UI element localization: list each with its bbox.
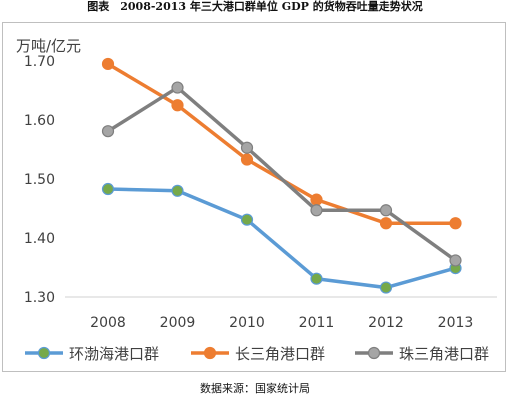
legend: 环渤海港口群 长三角港口群 珠三角港口群	[25, 345, 489, 363]
data-point	[171, 184, 184, 197]
x-tick-label: 2010	[229, 315, 265, 331]
x-axis-ticks: 2008 2009 2010 2011 2012 2013	[90, 315, 473, 331]
x-tick-label: 2011	[299, 315, 335, 331]
x-tick-label: 2012	[368, 315, 404, 331]
legend-marker	[37, 346, 51, 360]
data-point	[101, 57, 115, 71]
series-line	[107, 187, 456, 290]
data-point	[240, 153, 254, 166]
line-chart: 万吨/亿元 1.301.401.501.601.70 2008 2009 2010 2…	[16, 37, 497, 363]
x-tick-label: 2009	[160, 315, 196, 331]
legend-label: 环渤海港口群	[69, 345, 159, 363]
series-3	[101, 81, 462, 267]
chart-title: 图表 2008-2013 年三大港口群单位 GDP 的货物吞吐量走势状况	[87, 0, 423, 13]
data-point	[101, 125, 115, 138]
y-tick-label: 1.70	[24, 54, 55, 70]
legend-marker	[203, 346, 217, 360]
data-point	[310, 272, 323, 285]
legend-label: 珠三角港口群	[399, 345, 489, 363]
data-point	[379, 204, 393, 217]
legend-item: 长三角港口群	[191, 345, 325, 363]
source-note: 数据来源：国家统计局	[200, 382, 310, 395]
data-point	[101, 182, 115, 196]
legend-marker	[367, 346, 381, 360]
data-point	[379, 281, 393, 294]
legend-label: 长三角港口群	[235, 345, 325, 363]
series-line	[107, 85, 457, 262]
data-point	[240, 141, 254, 154]
data-point	[171, 99, 184, 112]
x-tick-label: 2013	[438, 315, 474, 331]
data-point	[240, 213, 254, 226]
series-1	[101, 182, 462, 294]
y-tick-label: 1.50	[24, 172, 55, 188]
data-point	[449, 217, 462, 230]
series-layer	[101, 57, 462, 294]
y-tick-label: 1.30	[24, 290, 55, 306]
data-point	[449, 254, 462, 267]
y-axis-ticks: 1.30 1.40 1.50 1.60 1.70	[24, 54, 55, 306]
y-tick-label: 1.60	[24, 113, 55, 129]
legend-item: 环渤海港口群	[25, 345, 159, 363]
chart-area: 万吨/亿元 1.30 1.40 1.50 1.60 1.70 2008 2009 2010 2…	[2, 22, 506, 372]
data-point	[310, 204, 323, 217]
legend-item: 珠三角港口群	[355, 345, 489, 363]
x-tick-label: 2008	[90, 315, 126, 331]
data-point	[171, 81, 184, 94]
data-point	[310, 193, 323, 206]
y-tick-label: 1.40	[24, 231, 55, 247]
series-2	[101, 57, 462, 230]
data-point	[379, 217, 393, 230]
series-line	[107, 62, 456, 225]
y-axis-unit-label: 万吨/亿元	[16, 37, 81, 55]
